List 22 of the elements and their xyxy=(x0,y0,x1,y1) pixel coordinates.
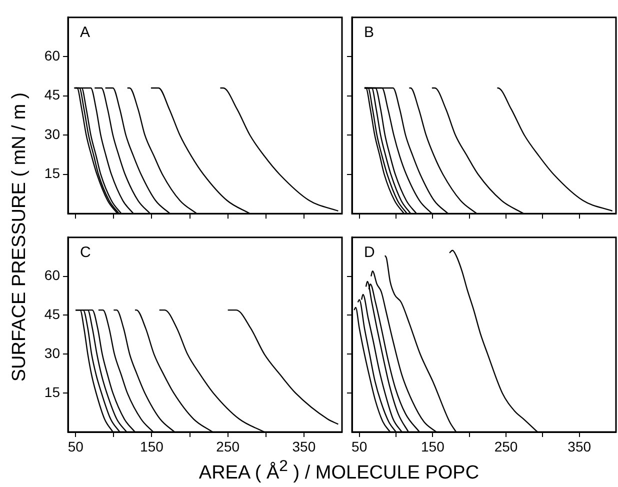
y-tick-label: 30 xyxy=(44,345,60,362)
x-tick-label: 350 xyxy=(568,438,592,454)
y-tick-label: 60 xyxy=(44,267,60,284)
y-tick-label: 15 xyxy=(44,384,60,400)
y-axis-title: SURFACE PRESSURE ( mN / m ) xyxy=(9,91,31,384)
x-tick-label: 50 xyxy=(352,438,368,454)
text: A xyxy=(80,24,90,42)
y-tick-label: 45 xyxy=(44,306,60,322)
text: B xyxy=(364,24,374,42)
x-tick-label: 150 xyxy=(140,438,164,454)
x-tick-label: 250 xyxy=(494,438,518,454)
x-axis-title: AREA ( Å$^{2}$ ) / MOLECULE POPC xyxy=(198,458,480,484)
text: C xyxy=(80,244,91,262)
y-tick-label: 15 xyxy=(44,165,60,182)
y-tick-label: 45 xyxy=(44,86,60,103)
x-tick-label: 250 xyxy=(216,438,240,454)
x-tick-label: 350 xyxy=(292,438,316,454)
text: D xyxy=(364,244,375,262)
x-tick-label: 50 xyxy=(68,438,84,454)
y-tick-label: 60 xyxy=(44,48,60,64)
y-tick-label: 30 xyxy=(44,126,60,142)
x-tick-label: 150 xyxy=(420,438,445,454)
